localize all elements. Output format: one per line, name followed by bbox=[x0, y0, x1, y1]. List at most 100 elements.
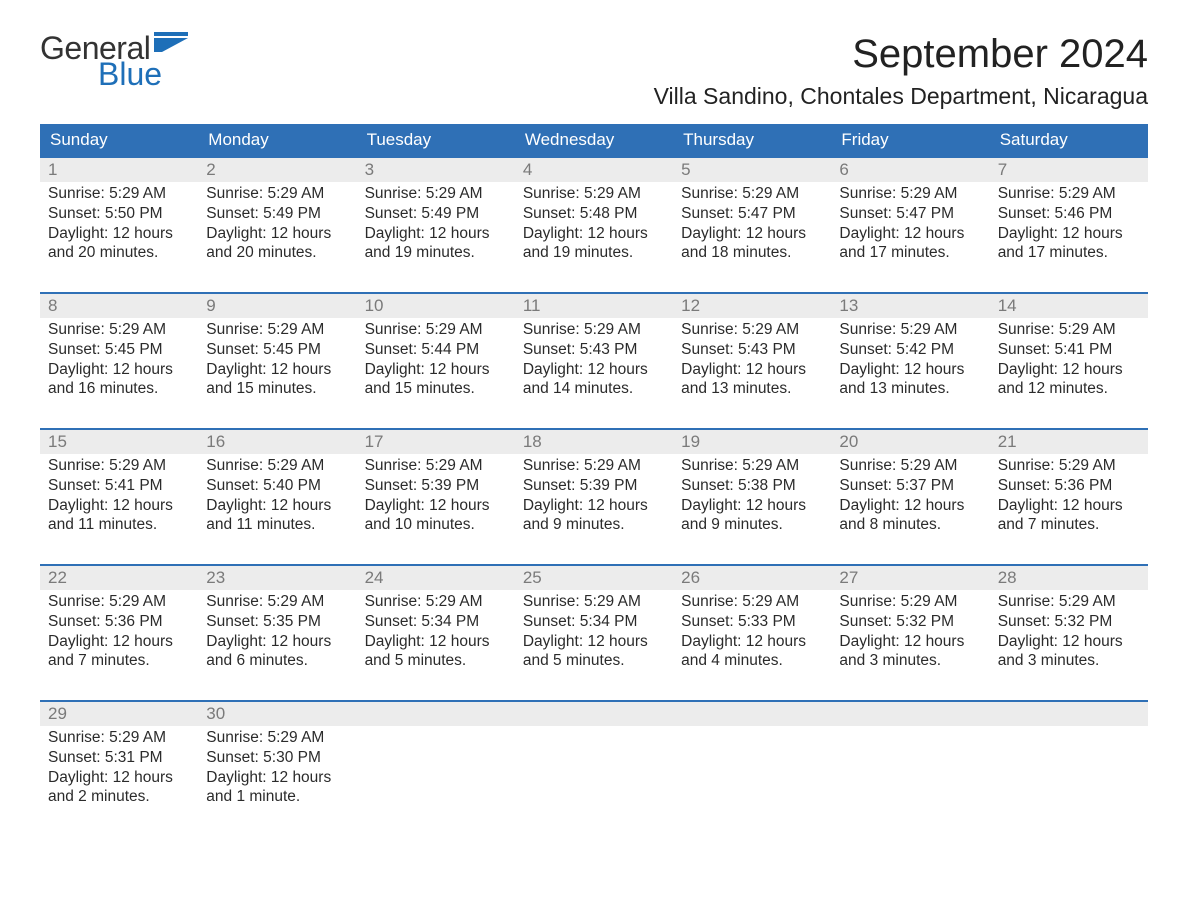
day-number-bar bbox=[515, 702, 673, 726]
sunset-text: Sunset: 5:49 PM bbox=[206, 204, 348, 224]
daylight-line1: Daylight: 12 hours bbox=[998, 496, 1140, 516]
day-cell: 18Sunrise: 5:29 AMSunset: 5:39 PMDayligh… bbox=[515, 430, 673, 552]
daylight-line2: and 7 minutes. bbox=[998, 515, 1140, 535]
day-cell: 12Sunrise: 5:29 AMSunset: 5:43 PMDayligh… bbox=[673, 294, 831, 416]
day-body: Sunrise: 5:29 AMSunset: 5:39 PMDaylight:… bbox=[515, 454, 673, 541]
day-body: Sunrise: 5:29 AMSunset: 5:33 PMDaylight:… bbox=[673, 590, 831, 677]
sunset-text: Sunset: 5:46 PM bbox=[998, 204, 1140, 224]
daylight-line1: Daylight: 12 hours bbox=[206, 496, 348, 516]
sunset-text: Sunset: 5:34 PM bbox=[365, 612, 507, 632]
sunrise-text: Sunrise: 5:29 AM bbox=[48, 320, 190, 340]
sunrise-text: Sunrise: 5:29 AM bbox=[365, 184, 507, 204]
sunrise-text: Sunrise: 5:29 AM bbox=[365, 456, 507, 476]
sunrise-text: Sunrise: 5:29 AM bbox=[206, 728, 348, 748]
day-number: 5 bbox=[681, 160, 690, 179]
day-cell-empty bbox=[831, 702, 989, 824]
day-number: 4 bbox=[523, 160, 532, 179]
sunrise-text: Sunrise: 5:29 AM bbox=[681, 456, 823, 476]
day-number-bar: 4 bbox=[515, 158, 673, 182]
sunrise-text: Sunrise: 5:29 AM bbox=[839, 320, 981, 340]
day-body: Sunrise: 5:29 AMSunset: 5:45 PMDaylight:… bbox=[40, 318, 198, 405]
day-number-bar: 2 bbox=[198, 158, 356, 182]
sunset-text: Sunset: 5:43 PM bbox=[681, 340, 823, 360]
sunset-text: Sunset: 5:48 PM bbox=[523, 204, 665, 224]
day-cell: 19Sunrise: 5:29 AMSunset: 5:38 PMDayligh… bbox=[673, 430, 831, 552]
day-number-bar: 25 bbox=[515, 566, 673, 590]
week-row: 1Sunrise: 5:29 AMSunset: 5:50 PMDaylight… bbox=[40, 156, 1148, 280]
day-number-bar bbox=[357, 702, 515, 726]
sunset-text: Sunset: 5:30 PM bbox=[206, 748, 348, 768]
day-cell: 27Sunrise: 5:29 AMSunset: 5:32 PMDayligh… bbox=[831, 566, 989, 688]
header: General Blue September 2024 Villa Sandin… bbox=[40, 32, 1148, 120]
day-body: Sunrise: 5:29 AMSunset: 5:50 PMDaylight:… bbox=[40, 182, 198, 269]
sunset-text: Sunset: 5:39 PM bbox=[365, 476, 507, 496]
day-cell: 15Sunrise: 5:29 AMSunset: 5:41 PMDayligh… bbox=[40, 430, 198, 552]
day-number: 15 bbox=[48, 432, 67, 451]
daylight-line1: Daylight: 12 hours bbox=[839, 632, 981, 652]
sunset-text: Sunset: 5:45 PM bbox=[48, 340, 190, 360]
sunrise-text: Sunrise: 5:29 AM bbox=[48, 456, 190, 476]
day-number-bar: 19 bbox=[673, 430, 831, 454]
logo-text-blue: Blue bbox=[98, 58, 190, 90]
day-cell: 9Sunrise: 5:29 AMSunset: 5:45 PMDaylight… bbox=[198, 294, 356, 416]
daylight-line1: Daylight: 12 hours bbox=[523, 360, 665, 380]
day-number: 17 bbox=[365, 432, 384, 451]
sunrise-text: Sunrise: 5:29 AM bbox=[48, 592, 190, 612]
sunrise-text: Sunrise: 5:29 AM bbox=[998, 320, 1140, 340]
day-cell: 30Sunrise: 5:29 AMSunset: 5:30 PMDayligh… bbox=[198, 702, 356, 824]
week-row: 22Sunrise: 5:29 AMSunset: 5:36 PMDayligh… bbox=[40, 564, 1148, 688]
day-number-bar: 8 bbox=[40, 294, 198, 318]
day-cell: 8 Sunrise: 5:29 AMSunset: 5:45 PMDaylight… bbox=[40, 294, 198, 416]
day-number: 8 bbox=[48, 296, 57, 315]
day-cell: 21Sunrise: 5:29 AMSunset: 5:36 PMDayligh… bbox=[990, 430, 1148, 552]
sunrise-text: Sunrise: 5:29 AM bbox=[206, 592, 348, 612]
day-number: 2 bbox=[206, 160, 215, 179]
day-cell: 1Sunrise: 5:29 AMSunset: 5:50 PMDaylight… bbox=[40, 158, 198, 280]
sunrise-text: Sunrise: 5:29 AM bbox=[523, 320, 665, 340]
daylight-line1: Daylight: 12 hours bbox=[523, 224, 665, 244]
day-number-bar: 16 bbox=[198, 430, 356, 454]
daylight-line2: and 1 minute. bbox=[206, 787, 348, 807]
day-body: Sunrise: 5:29 AMSunset: 5:41 PMDaylight:… bbox=[990, 318, 1148, 405]
day-cell: 17 Sunrise: 5:29 AMSunset: 5:39 PMDayligh… bbox=[357, 430, 515, 552]
sunset-text: Sunset: 5:43 PM bbox=[523, 340, 665, 360]
day-number: 7 bbox=[998, 160, 1007, 179]
daylight-line2: and 3 minutes. bbox=[998, 651, 1140, 671]
daylight-line1: Daylight: 12 hours bbox=[48, 768, 190, 788]
day-body: Sunrise: 5:29 AMSunset: 5:32 PMDaylight:… bbox=[990, 590, 1148, 677]
day-number-bar: 1 bbox=[40, 158, 198, 182]
day-number-bar: 15 bbox=[40, 430, 198, 454]
daylight-line2: and 19 minutes. bbox=[523, 243, 665, 263]
sunrise-text: Sunrise: 5:29 AM bbox=[206, 184, 348, 204]
sunrise-text: Sunrise: 5:29 AM bbox=[523, 184, 665, 204]
day-number: 26 bbox=[681, 568, 700, 587]
daylight-line2: and 15 minutes. bbox=[365, 379, 507, 399]
daylight-line2: and 3 minutes. bbox=[839, 651, 981, 671]
day-number-bar: 17 bbox=[357, 430, 515, 454]
day-cell: 3Sunrise: 5:29 AMSunset: 5:49 PMDaylight… bbox=[357, 158, 515, 280]
daylight-line2: and 18 minutes. bbox=[681, 243, 823, 263]
daylight-line1: Daylight: 12 hours bbox=[998, 224, 1140, 244]
day-number: 29 bbox=[48, 704, 67, 723]
day-body: Sunrise: 5:29 AMSunset: 5:34 PMDaylight:… bbox=[357, 590, 515, 677]
sunrise-text: Sunrise: 5:29 AM bbox=[48, 728, 190, 748]
daylight-line2: and 14 minutes. bbox=[523, 379, 665, 399]
sunset-text: Sunset: 5:40 PM bbox=[206, 476, 348, 496]
day-cell: 11Sunrise: 5:29 AMSunset: 5:43 PMDayligh… bbox=[515, 294, 673, 416]
day-body: Sunrise: 5:29 AMSunset: 5:42 PMDaylight:… bbox=[831, 318, 989, 405]
day-cell: 24Sunrise: 5:29 AMSunset: 5:34 PMDayligh… bbox=[357, 566, 515, 688]
sunrise-text: Sunrise: 5:29 AM bbox=[365, 320, 507, 340]
day-number-bar: 3 bbox=[357, 158, 515, 182]
day-of-week-header: Saturday bbox=[990, 124, 1148, 156]
sunrise-text: Sunrise: 5:29 AM bbox=[839, 456, 981, 476]
sunset-text: Sunset: 5:47 PM bbox=[839, 204, 981, 224]
weeks-container: 1Sunrise: 5:29 AMSunset: 5:50 PMDaylight… bbox=[40, 156, 1148, 824]
day-body: Sunrise: 5:29 AMSunset: 5:39 PMDaylight:… bbox=[357, 454, 515, 541]
daylight-line2: and 17 minutes. bbox=[998, 243, 1140, 263]
day-body: Sunrise: 5:29 AMSunset: 5:49 PMDaylight:… bbox=[357, 182, 515, 269]
day-cell: 22Sunrise: 5:29 AMSunset: 5:36 PMDayligh… bbox=[40, 566, 198, 688]
logo: General Blue bbox=[40, 32, 190, 90]
sunset-text: Sunset: 5:39 PM bbox=[523, 476, 665, 496]
daylight-line2: and 4 minutes. bbox=[681, 651, 823, 671]
day-cell: 20Sunrise: 5:29 AMSunset: 5:37 PMDayligh… bbox=[831, 430, 989, 552]
